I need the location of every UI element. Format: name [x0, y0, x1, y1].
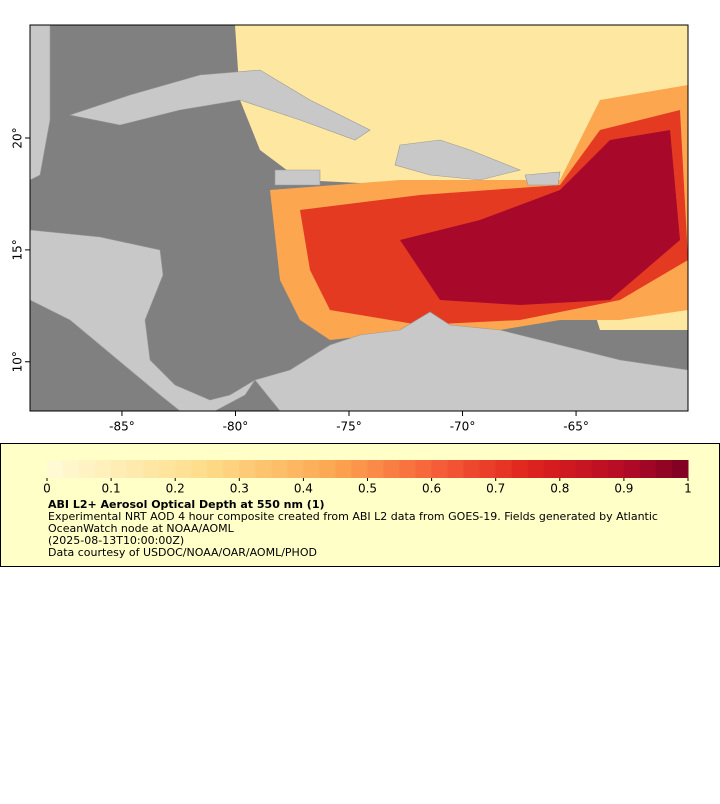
- colorbar-step: [207, 460, 224, 478]
- x-tick-label: -70°: [450, 420, 476, 434]
- colorbar-title: ABI L2+ Aerosol Optical Depth at 550 nm …: [48, 498, 325, 511]
- colorbar-tick-label: 0: [43, 482, 51, 496]
- colorbar-step: [95, 460, 112, 478]
- colorbar-step: [447, 460, 465, 478]
- cuba: [68, 69, 371, 141]
- colorbar-step: [623, 460, 641, 478]
- timestamp: (2025-08-13T10:00:00Z): [48, 534, 185, 547]
- colorbar-step: [271, 460, 288, 478]
- colorbar-tick-label: 0.6: [422, 482, 441, 496]
- colorbar-step: [415, 460, 433, 478]
- y-tick-label: 10°: [11, 351, 25, 372]
- colorbar-step: [303, 460, 320, 478]
- colorbar-tick-label: 0.4: [294, 482, 313, 496]
- colorbar-step: [63, 460, 80, 478]
- colorbar-tick-label: 0.5: [358, 482, 377, 496]
- colorbar-tick-label: 0.1: [102, 482, 121, 496]
- aod-very-high: [400, 130, 680, 305]
- colorbar-step: [175, 460, 192, 478]
- colorbar-step: [79, 460, 96, 478]
- colorbar-step: [575, 460, 593, 478]
- colorbar-step: [191, 460, 208, 478]
- colorbar-step: [543, 460, 561, 478]
- colorbar-step: [431, 460, 449, 478]
- colorbar-step: [639, 460, 657, 478]
- puerto-rico: [524, 171, 561, 186]
- x-tick-label: -65°: [563, 420, 589, 434]
- colorbar-step: [239, 460, 256, 478]
- colorbar-step: [255, 460, 272, 478]
- x-tick-label: -85°: [109, 420, 135, 434]
- colorbar-step: [511, 460, 529, 478]
- colorbar-step: [527, 460, 545, 478]
- colorbar-step: [223, 460, 240, 478]
- y-tick-label: 15°: [11, 239, 25, 260]
- colorbar-step: [607, 460, 625, 478]
- x-tick-label: -80°: [223, 420, 249, 434]
- colorbar-step: [335, 460, 352, 478]
- colorbar-step: [559, 460, 577, 478]
- colorbar-tick-label: 0.8: [550, 482, 569, 496]
- land: [29, 24, 689, 412]
- colorbar-step: [463, 460, 481, 478]
- colorbar-step: [655, 460, 673, 478]
- credit: Data courtesy of USDOC/NOAA/OAR/AOML/PHO…: [48, 546, 317, 559]
- colorbar-step: [591, 460, 609, 478]
- colorbar-step: [47, 460, 64, 478]
- map-frame: [29, 24, 689, 412]
- colorbar-step: [143, 460, 160, 478]
- legend-text: ABI L2+ Aerosol Optical Depth at 550 nm …: [48, 499, 688, 559]
- colorbar-step: [159, 460, 176, 478]
- colorbar-step: [319, 460, 336, 478]
- x-tick-label: -75°: [336, 420, 362, 434]
- colorbar-step: [127, 460, 144, 478]
- colorbar-step: [383, 460, 401, 478]
- colorbar-step: [367, 460, 385, 478]
- jamaica: [274, 169, 321, 186]
- colorbar-tick-label: 0.2: [166, 482, 185, 496]
- colorbar-tick-label: 0.9: [614, 482, 633, 496]
- colorbar-tick-label: 0.7: [486, 482, 505, 496]
- colorbar-step: [351, 460, 368, 478]
- colorbar-step: [287, 460, 304, 478]
- hispaniola: [394, 139, 521, 181]
- colorbar-step: [399, 460, 417, 478]
- description: Experimental NRT AOD 4 hour composite cr…: [48, 510, 658, 535]
- colorbar-step: [111, 460, 128, 478]
- colorbar-tick-label: 1: [684, 482, 692, 496]
- colorbar-step: [479, 460, 497, 478]
- colorbar-tick-label: 0.3: [230, 482, 249, 496]
- y-tick-label: 20°: [11, 127, 25, 148]
- colorbar-step: [495, 460, 513, 478]
- colorbar-step: [671, 460, 689, 478]
